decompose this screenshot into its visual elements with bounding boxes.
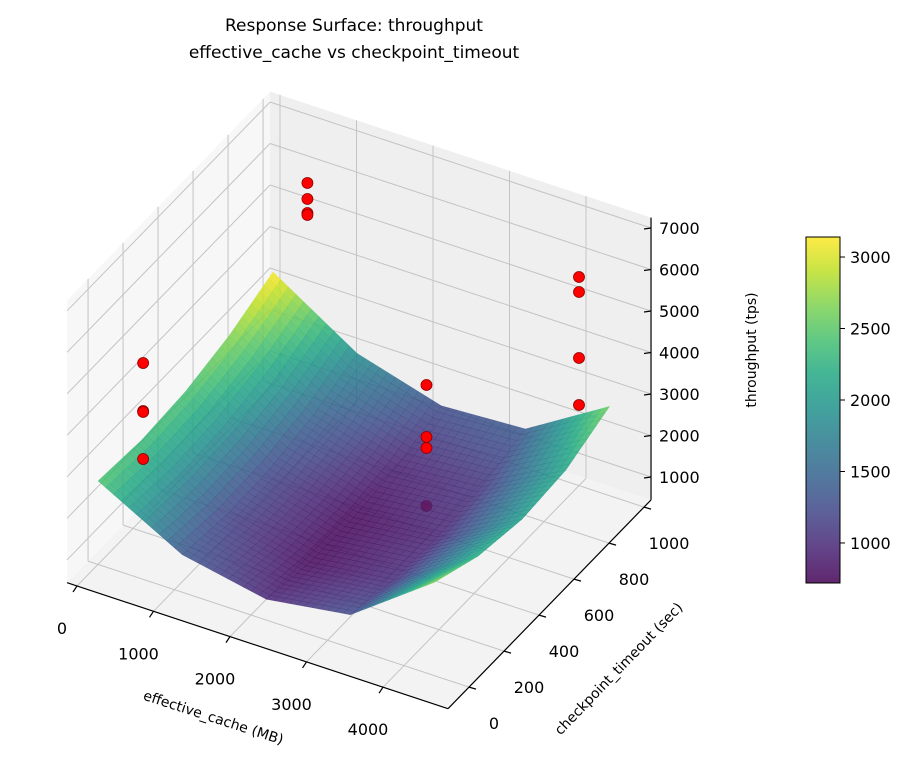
x-tick-mark bbox=[225, 636, 231, 643]
back-gridline-z bbox=[269, 226, 652, 353]
y-tick-label: 600 bbox=[584, 606, 615, 625]
surface-facet bbox=[426, 579, 440, 586]
y-tick-mark bbox=[573, 578, 582, 582]
scatter-point bbox=[137, 406, 150, 418]
x-tick-mark bbox=[72, 585, 78, 593]
x-tick-label: 2000 bbox=[195, 670, 236, 689]
floor-gridline-x bbox=[382, 478, 587, 688]
scatter-point bbox=[301, 209, 314, 221]
colorbar-tick-label: 2000 bbox=[850, 391, 891, 410]
left-gridline-z bbox=[66, 143, 271, 353]
x-tick-label: 0 bbox=[57, 619, 67, 638]
left-gridline-z bbox=[66, 101, 271, 312]
z-tick-label: 1000 bbox=[659, 468, 700, 487]
scatter-point bbox=[420, 442, 433, 454]
y-tick-mark bbox=[643, 506, 652, 510]
y-tick-mark bbox=[503, 650, 512, 654]
z-axis-label: throughput (tps) bbox=[744, 292, 760, 407]
scatter-point bbox=[420, 379, 433, 391]
floor-gridline-y bbox=[87, 560, 470, 688]
colorbar-tick-label: 2500 bbox=[850, 320, 891, 339]
z-tick-label: 2000 bbox=[659, 427, 700, 446]
left-gridline-z bbox=[66, 226, 271, 436]
back-gridline-z bbox=[269, 267, 652, 395]
y-tick-label: 200 bbox=[514, 678, 545, 697]
chart-title: Response Surface: throughput bbox=[225, 16, 483, 36]
colorbar-tick-label: 1000 bbox=[850, 534, 891, 553]
x-axis-line bbox=[66, 582, 449, 710]
x-tick-label: 4000 bbox=[348, 720, 389, 739]
z-tick-mark bbox=[643, 227, 652, 230]
y-axis-line bbox=[447, 499, 652, 710]
back-gridline-z bbox=[269, 184, 652, 312]
left-pane bbox=[67, 91, 271, 583]
z-tick-mark bbox=[643, 476, 652, 479]
scatter-point bbox=[301, 177, 314, 189]
scatter-point bbox=[301, 193, 314, 205]
z-tick-mark bbox=[643, 393, 652, 396]
y-tick-mark bbox=[538, 614, 547, 618]
z-tick-label: 5000 bbox=[659, 302, 700, 321]
back-gridline-z bbox=[269, 143, 652, 270]
z-tick-mark bbox=[643, 351, 652, 355]
y-axis-label: checkpoint_timeout (sec) bbox=[552, 600, 687, 739]
z-tick-label: 3000 bbox=[659, 385, 700, 404]
y-tick-label: 400 bbox=[549, 642, 580, 661]
y-tick-label: 0 bbox=[489, 714, 499, 733]
y-tick-label: 800 bbox=[619, 570, 650, 589]
y-tick-mark bbox=[468, 686, 477, 690]
colorbar-tick-label: 3000 bbox=[850, 248, 891, 267]
scatter-points bbox=[137, 177, 585, 465]
x-tick-mark bbox=[149, 610, 154, 618]
colorbar-tick-label: 1500 bbox=[850, 462, 891, 481]
x-tick-label: 1000 bbox=[118, 644, 159, 663]
z-tick-label: 6000 bbox=[659, 261, 700, 280]
chart-subtitle: effective_cache vs checkpoint_timeout bbox=[189, 43, 520, 63]
scatter-point bbox=[137, 453, 150, 465]
z-tick-mark bbox=[643, 434, 652, 438]
y-tick-mark bbox=[608, 542, 617, 546]
x-tick-mark bbox=[302, 661, 307, 669]
scatter-point bbox=[573, 352, 585, 364]
left-gridline-z bbox=[66, 184, 271, 395]
x-tick-label: 3000 bbox=[271, 695, 312, 714]
z-tick-label: 7000 bbox=[659, 219, 700, 238]
x-axis-label: effective_cache (MB) bbox=[141, 688, 285, 748]
y-tick-label: 1000 bbox=[649, 534, 690, 553]
z-tick-label: 4000 bbox=[659, 344, 700, 363]
x-tick-mark bbox=[378, 686, 384, 694]
scatter-point bbox=[137, 357, 150, 369]
left-gridline-z bbox=[66, 267, 271, 478]
z-tick-mark bbox=[643, 310, 652, 313]
scatter-point bbox=[573, 399, 585, 411]
back-gridline-z bbox=[269, 101, 652, 229]
scatter-point bbox=[420, 431, 433, 443]
scatter-point bbox=[573, 286, 585, 298]
scatter-point bbox=[573, 271, 585, 283]
colorbar-gradient bbox=[805, 236, 841, 584]
response-surface bbox=[97, 271, 611, 615]
z-tick-mark bbox=[643, 268, 652, 272]
colorbar: 1000 1500 2000 2500 3000 bbox=[805, 236, 891, 584]
